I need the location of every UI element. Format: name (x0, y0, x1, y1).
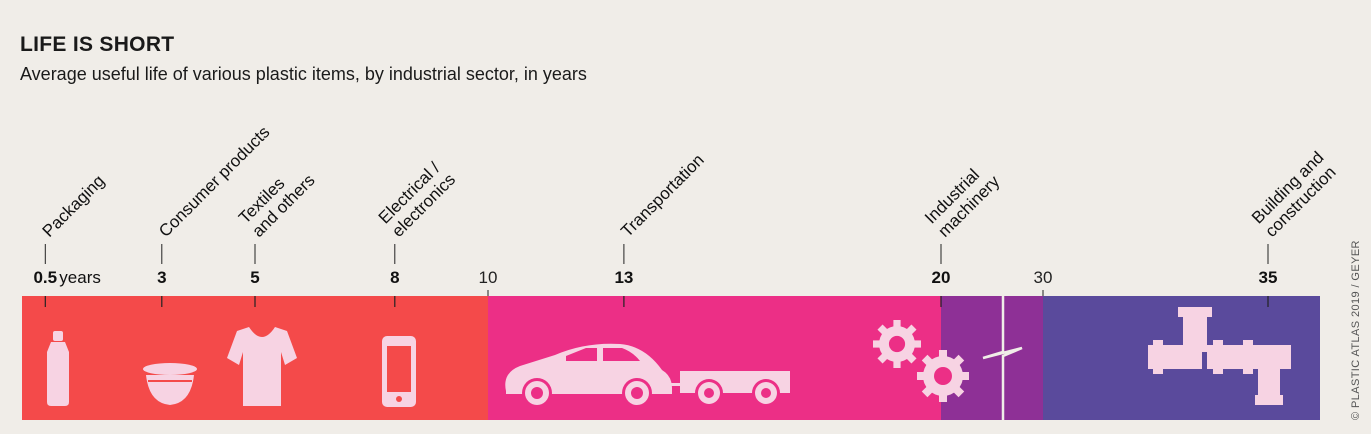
bowl-icon (143, 363, 197, 405)
gears-icon (873, 320, 969, 402)
axis-break-mark (982, 296, 1023, 420)
car-trailer-icon (505, 343, 790, 408)
tshirt-icon (227, 327, 297, 406)
unit-label: years (59, 268, 101, 287)
sector-label: Electrical /electronics (375, 158, 459, 241)
chart-subtitle: Average useful life of various plastic i… (20, 64, 587, 84)
sector-label-line: Packaging (39, 171, 109, 241)
sector-label: Packaging (39, 171, 109, 241)
pipes-icon (1148, 307, 1291, 405)
sector-label: Transportation (617, 150, 707, 240)
reference-tick-label: 30 (1034, 268, 1053, 287)
value-label: 13 (614, 268, 633, 287)
chart-title: LIFE IS SHORT (20, 33, 175, 56)
bottle-icon (47, 331, 69, 406)
reference-tick-label: 10 (479, 268, 498, 287)
phone-icon (382, 336, 416, 407)
value-label: 8 (390, 268, 399, 287)
value-label: 35 (1259, 268, 1278, 287)
sector-label-line: Transportation (617, 150, 707, 240)
value-label: 0.5 (33, 268, 57, 287)
value-label: 5 (250, 268, 259, 287)
value-label: 20 (932, 268, 951, 287)
value-label: 3 (157, 268, 166, 287)
credit-text: © PLASTIC ATLAS 2019 / GEYER (1350, 240, 1362, 420)
